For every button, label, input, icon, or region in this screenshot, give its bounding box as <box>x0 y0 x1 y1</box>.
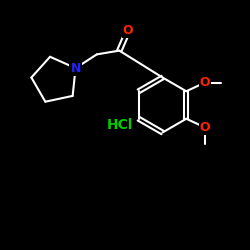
Text: N: N <box>70 62 81 74</box>
Text: O: O <box>200 121 210 134</box>
Text: O: O <box>200 76 210 89</box>
Text: O: O <box>123 24 134 37</box>
Text: HCl: HCl <box>107 118 133 132</box>
